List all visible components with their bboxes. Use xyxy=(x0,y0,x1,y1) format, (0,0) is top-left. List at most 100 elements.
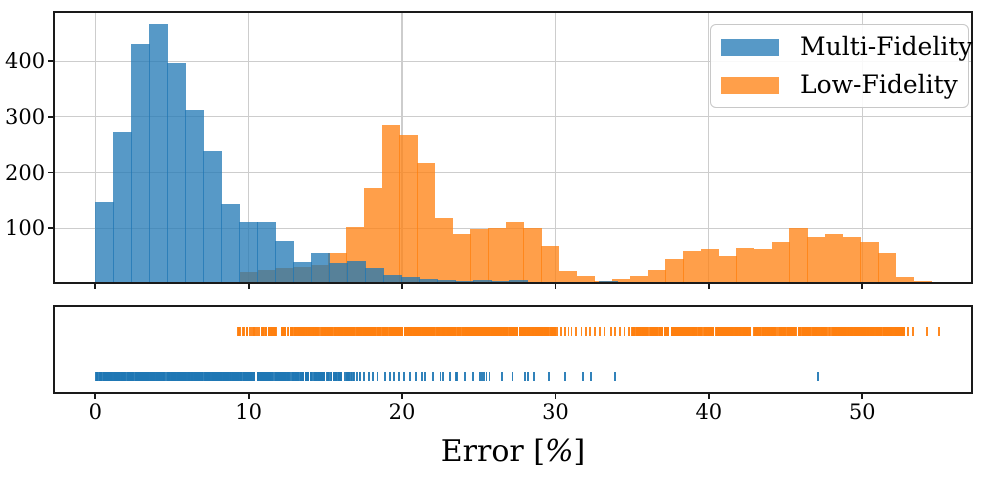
rug-tick xyxy=(845,326,848,336)
rug-tick xyxy=(841,326,843,336)
rug-tick xyxy=(178,371,181,381)
rug-tick xyxy=(384,371,387,381)
rug-tick xyxy=(183,371,186,381)
rug-tick xyxy=(150,371,153,381)
rug-tick xyxy=(339,371,342,381)
rug-tick xyxy=(102,371,105,381)
rug-tick xyxy=(513,326,516,336)
rug-tick xyxy=(497,326,500,336)
legend: Multi-Fidelity Low-Fidelity xyxy=(710,24,973,108)
rug-tick xyxy=(283,326,286,336)
rug-tick xyxy=(730,326,733,336)
rug-tick xyxy=(317,326,319,336)
rug-tick xyxy=(147,371,149,381)
rug-tick xyxy=(814,326,816,336)
rug-tick xyxy=(354,326,356,336)
rug-tick xyxy=(294,326,297,336)
rug-tick xyxy=(238,326,241,336)
rug-tick xyxy=(153,371,156,381)
rug-tick xyxy=(404,326,407,336)
rug-tick xyxy=(563,371,566,381)
rug-tick xyxy=(795,326,798,336)
rug-tick xyxy=(511,326,513,336)
rug-tick xyxy=(191,371,194,381)
rug-tick xyxy=(674,326,677,336)
rug-tick xyxy=(285,371,288,381)
histogram-bar xyxy=(824,233,844,284)
rug-tick xyxy=(287,371,289,381)
rug-tick xyxy=(580,326,583,336)
rug-tick xyxy=(798,326,800,336)
rug-tick xyxy=(121,371,124,381)
rug-tick xyxy=(360,326,363,336)
rug-tick xyxy=(664,326,666,336)
rug-tick xyxy=(733,326,735,336)
histogram-bar xyxy=(417,162,436,284)
rug-tick xyxy=(792,326,795,336)
rug-tick xyxy=(439,371,442,381)
rug-tick xyxy=(653,326,656,336)
rug-tick xyxy=(437,326,440,336)
rug-tick xyxy=(117,371,119,381)
rug-tick xyxy=(465,326,468,336)
rug-tick xyxy=(450,326,453,336)
rug-tick xyxy=(706,326,709,336)
rug-tick xyxy=(444,326,447,336)
rug-tick xyxy=(771,326,773,336)
rug-tick xyxy=(367,326,369,336)
y-tick-mark xyxy=(48,115,53,118)
rug-tick xyxy=(770,326,772,336)
rug-tick xyxy=(160,371,163,381)
rug-tick xyxy=(431,326,434,336)
rug-tick xyxy=(186,371,189,381)
rug-tick xyxy=(648,326,651,336)
histogram-bar xyxy=(470,229,489,284)
rug-tick xyxy=(456,371,459,381)
rug-tick xyxy=(540,326,542,336)
rug-tick xyxy=(543,326,545,336)
rug-tick xyxy=(396,326,399,336)
y-tick-label: 200 xyxy=(5,160,46,185)
histogram-bar xyxy=(796,281,816,284)
rug-tick xyxy=(500,371,503,381)
rug-tick xyxy=(352,371,355,381)
rug-tick xyxy=(907,326,910,336)
rug-tick xyxy=(461,326,464,336)
rug-tick xyxy=(240,371,243,381)
rug-tick xyxy=(575,326,578,336)
rug-tick xyxy=(394,326,397,336)
rug-tick xyxy=(431,371,434,381)
histogram-bar xyxy=(363,187,383,284)
rug-tick xyxy=(419,326,422,336)
rug-tick xyxy=(826,326,829,336)
rug-tick xyxy=(329,326,331,336)
gridline-x-0 xyxy=(94,11,96,284)
rug-tick xyxy=(309,371,312,381)
rug-tick xyxy=(306,371,309,381)
rug-tick xyxy=(739,326,741,336)
rug-tick xyxy=(421,371,423,381)
rug-tick xyxy=(506,326,508,336)
rug-tick xyxy=(864,326,867,336)
rug-tick xyxy=(299,326,302,336)
rug-tick xyxy=(209,371,211,381)
rug-tick xyxy=(370,326,373,336)
rug-tick xyxy=(833,326,836,336)
rug-tick xyxy=(488,371,491,381)
rug-tick xyxy=(486,326,488,336)
rug-tick xyxy=(816,371,819,381)
rug-tick xyxy=(346,326,348,336)
rug-tick xyxy=(660,326,663,336)
rug-tick xyxy=(264,371,267,381)
rug-tick xyxy=(393,371,396,381)
rug-tick xyxy=(252,371,254,381)
rug-tick xyxy=(859,326,862,336)
histogram-bar xyxy=(895,277,915,284)
rug-tick xyxy=(448,371,451,381)
rug-tick xyxy=(144,371,146,381)
histogram-bar xyxy=(473,279,492,284)
rug-tick xyxy=(511,371,514,381)
rug-tick xyxy=(440,326,443,336)
rug-tick xyxy=(766,326,769,336)
